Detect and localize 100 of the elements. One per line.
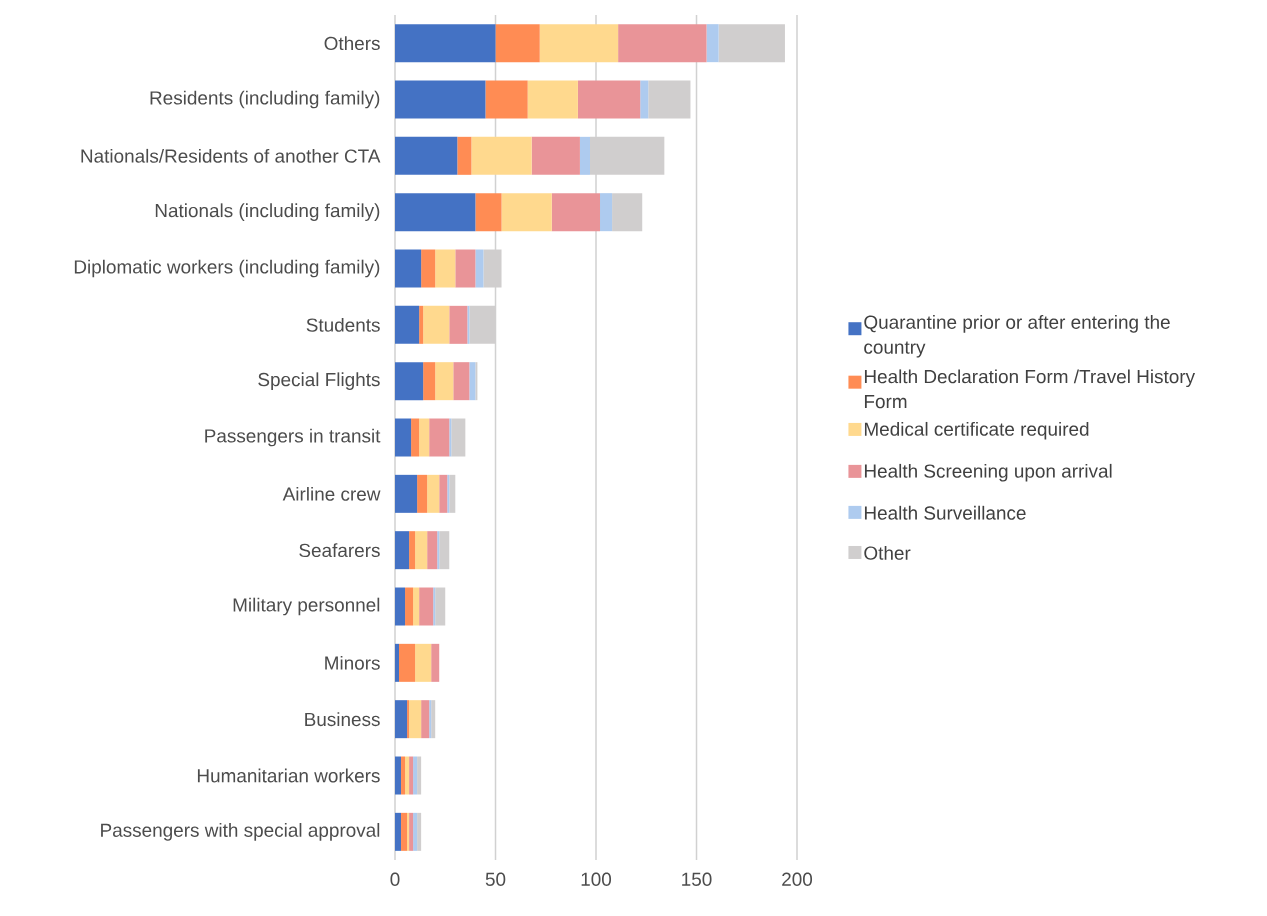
bar — [527, 80, 578, 119]
x-tick-label: 150 — [682, 872, 712, 886]
bar — [421, 249, 436, 288]
y-tick-label: Nationals/Residents of another CTA — [81, 148, 381, 163]
bar — [467, 305, 470, 344]
bar — [600, 193, 613, 232]
bar — [435, 249, 456, 288]
bar — [431, 700, 436, 739]
bar — [469, 362, 476, 401]
bar — [395, 474, 418, 513]
bar — [409, 531, 416, 570]
bar — [395, 305, 420, 344]
bar — [419, 305, 424, 344]
bar — [411, 418, 420, 457]
bar — [457, 136, 472, 175]
legend-label: Quarantine prior or after entering the country — [864, 315, 1170, 358]
y-tick-label: Diplomatic workers (including family) — [74, 259, 380, 278]
bar — [415, 643, 432, 682]
bar — [427, 531, 438, 570]
y-tick-label: Minors — [325, 655, 380, 670]
bar — [449, 418, 452, 457]
bar — [409, 700, 422, 739]
bar — [429, 700, 432, 739]
bar — [395, 24, 496, 63]
bar — [419, 587, 434, 626]
bar — [395, 80, 486, 119]
bar — [453, 362, 470, 401]
y-tick-label: Business — [305, 712, 380, 727]
bar — [395, 418, 412, 457]
bar — [395, 700, 408, 739]
bar — [405, 756, 410, 795]
bar — [475, 362, 478, 401]
y-tick-label: Military personnel — [233, 597, 380, 616]
bar — [407, 700, 410, 739]
bar — [413, 812, 418, 851]
bar — [718, 24, 785, 63]
bar — [407, 812, 410, 851]
bar — [399, 643, 416, 682]
bar — [413, 756, 418, 795]
x-tick-label: 50 — [485, 872, 506, 886]
bar — [475, 249, 484, 288]
bar — [531, 136, 580, 175]
bar — [475, 193, 502, 232]
bar — [469, 305, 496, 344]
bar — [395, 587, 406, 626]
bar — [431, 643, 440, 682]
y-tick-label: Passengers in transit — [205, 428, 381, 447]
bar — [483, 249, 502, 288]
y-tick-label: Passengers with special approval — [101, 823, 380, 841]
bar — [427, 474, 440, 513]
bar — [435, 587, 446, 626]
bar — [409, 812, 414, 851]
bar — [577, 80, 641, 119]
x-tick-label: 0 — [390, 872, 400, 886]
y-tick-label: Airline crew — [282, 486, 381, 501]
bar — [417, 812, 422, 851]
legend-label: Health Screening upon arrival — [864, 463, 1112, 482]
bar — [449, 305, 468, 344]
y-tick-label: Seafarers — [299, 543, 380, 558]
bar — [439, 531, 450, 570]
bar — [429, 418, 450, 457]
y-tick-label: Students — [306, 317, 380, 332]
bar — [415, 531, 428, 570]
legend-label: Medical certificate required — [864, 421, 1089, 440]
bar — [612, 193, 643, 232]
bar — [423, 305, 450, 344]
bar — [419, 418, 430, 457]
legend-label: Other — [864, 545, 911, 560]
bar — [435, 362, 454, 401]
bar — [485, 80, 528, 119]
bar — [409, 756, 414, 795]
bar — [589, 136, 665, 175]
bar — [618, 24, 707, 63]
legend-label: Health Declaration Form /Travel History Form — [864, 369, 1196, 409]
bar — [439, 474, 448, 513]
bar — [395, 249, 422, 288]
bar — [455, 249, 476, 288]
x-tick-label: 200 — [782, 872, 813, 886]
bar — [395, 193, 476, 232]
bar — [417, 474, 428, 513]
bar — [421, 700, 430, 739]
bar — [471, 136, 532, 175]
bar — [451, 418, 466, 457]
bar — [433, 587, 436, 626]
bar — [706, 24, 719, 63]
bar — [447, 474, 450, 513]
y-tick-label: Special Flights — [258, 372, 380, 390]
y-tick-label: Residents (including family) — [150, 90, 380, 109]
bar — [401, 756, 406, 795]
bar — [395, 531, 410, 570]
bar — [648, 80, 691, 119]
bar — [395, 136, 458, 175]
bar — [395, 643, 400, 682]
bar — [501, 193, 552, 232]
bar — [449, 474, 456, 513]
bar — [395, 756, 402, 795]
y-tick-label: Others — [324, 36, 380, 51]
bar — [437, 531, 440, 570]
bar — [395, 812, 402, 851]
bar — [417, 756, 422, 795]
